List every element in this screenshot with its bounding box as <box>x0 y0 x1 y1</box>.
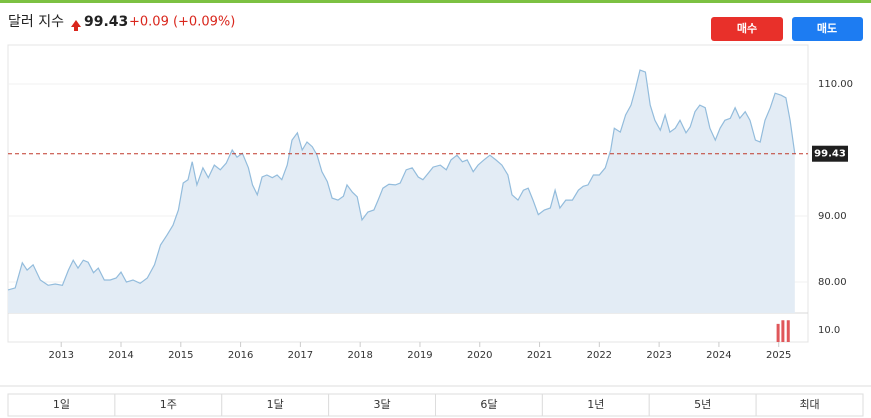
x-tick-label: 2025 <box>766 350 791 361</box>
sell-button-bg <box>792 17 863 41</box>
range-tab[interactable]: 1일 <box>7 393 116 417</box>
last-price: 99.43 <box>84 14 128 30</box>
x-tick-label: 2015 <box>168 350 193 361</box>
range-tab-label: 6달 <box>480 398 497 411</box>
range-tab-bg <box>755 393 864 417</box>
y-tick-label: 80.00 <box>818 277 847 288</box>
x-tick-label: 2019 <box>407 350 432 361</box>
x-tick-label: 2016 <box>228 350 253 361</box>
y-tick-label: 110.00 <box>818 79 853 90</box>
area-fill <box>8 70 795 313</box>
top-accent <box>0 0 871 3</box>
range-tab[interactable]: 1주 <box>114 393 223 417</box>
x-tick-label: 2013 <box>48 350 73 361</box>
price-tag-bg <box>812 145 848 162</box>
buy-label: 매수 <box>737 21 757 35</box>
range-tab-label: 1달 <box>267 398 284 411</box>
x-tick-label: 2020 <box>467 350 492 361</box>
range-tab-label: 최대 <box>799 398 819 411</box>
volume-tick-label: 10.0 <box>818 325 840 336</box>
volume-bar <box>776 323 780 342</box>
x-tick-label: 2014 <box>108 350 133 361</box>
buy-button[interactable]: 매수 <box>711 17 783 41</box>
range-tab[interactable]: 6달 <box>435 393 543 417</box>
range-tab-label: 1일 <box>53 397 70 411</box>
range-tab[interactable]: 3달 <box>328 393 436 417</box>
up-arrow <box>71 20 81 31</box>
price-change: +0.09 (+0.09%) <box>129 15 235 30</box>
sell-label: 매도 <box>817 21 837 35</box>
range-tab-label: 3달 <box>374 398 391 411</box>
price-line <box>7 69 796 291</box>
y-tick-label: 90.00 <box>818 211 847 222</box>
plot-layer: 80.00 90.00 110.00 2013 2014 2015 2016 2017 2018… <box>7 69 853 361</box>
x-tick-label: 2017 <box>288 350 313 361</box>
range-tab-label: 5년 <box>694 398 711 411</box>
x-tick-label: 2024 <box>706 350 731 361</box>
range-tab-label: 1주 <box>160 398 177 411</box>
x-tick-label: 2022 <box>587 350 612 361</box>
volume-bar <box>781 320 785 342</box>
range-tab[interactable]: 최대 <box>755 393 864 417</box>
sell-button[interactable]: 매도 <box>792 17 863 41</box>
range-tab-label: 1년 <box>587 398 604 411</box>
x-tick-label: 2021 <box>527 350 552 361</box>
range-tab[interactable]: 5년 <box>648 393 757 417</box>
chart-title: 달러 지수 <box>8 14 64 30</box>
buy-button-bg <box>711 17 783 41</box>
price-tag: 99.43 <box>814 149 846 160</box>
range-tab[interactable]: 1년 <box>541 393 650 417</box>
volume-bar <box>786 320 790 342</box>
x-tick-label: 2018 <box>347 350 372 361</box>
range-tab[interactable]: 1달 <box>221 393 330 417</box>
x-tick-label: 2023 <box>646 350 671 361</box>
